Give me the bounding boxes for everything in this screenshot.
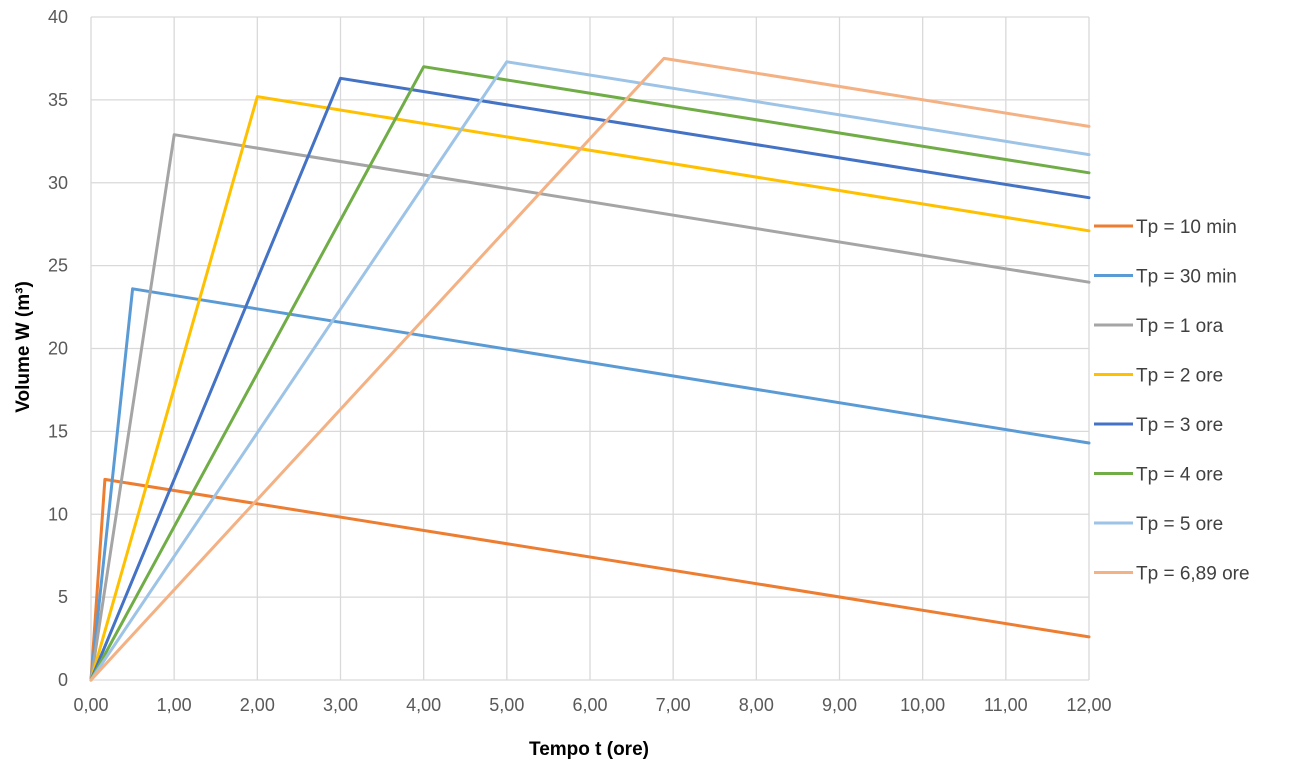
y-tick-label: 40 [48,7,68,27]
x-tick-label: 10,00 [900,695,945,715]
legend-item: Tp = 2 ore [1094,366,1223,387]
y-tick-label: 20 [48,339,68,359]
y-tick-label: 10 [48,504,68,524]
series-line [89,76,1091,682]
x-tick-label: 6,00 [572,695,607,715]
y-tick-label: 5 [58,587,68,607]
legend-item: Tp = 30 min [1094,267,1237,288]
series-line [89,287,1091,682]
legend-label: Tp = 1 ora [1136,316,1224,337]
x-tick-label: 7,00 [656,695,691,715]
x-tick-label: 2,00 [240,695,275,715]
y-axis-title: Volume W (m³) [13,281,34,413]
y-tick-label: 0 [58,670,68,690]
x-tick-label: 5,00 [489,695,524,715]
series-line [89,60,1091,682]
series-line [89,56,1091,682]
y-tick-labels: 0 5 10 15 20 25 30 35 40 [48,7,68,690]
series-line [89,65,1091,682]
legend-item: Tp = 6,89 ore [1094,564,1250,585]
x-tick-label: 1,00 [157,695,192,715]
legend-label: Tp = 3 ore [1136,415,1223,436]
legend-item: Tp = 10 min [1094,217,1237,238]
x-tick-label: 4,00 [406,695,441,715]
x-tick-label: 9,00 [822,695,857,715]
y-tick-label: 35 [48,90,68,110]
legend-item: Tp = 3 ore [1094,415,1223,436]
legend-label: Tp = 2 ore [1136,366,1223,387]
legend-label: Tp = 6,89 ore [1136,564,1250,585]
series-line [89,133,1091,682]
series-line [89,95,1091,682]
y-tick-label: 15 [48,421,68,441]
x-tick-label: 11,00 [984,695,1028,715]
legend-label: Tp = 10 min [1136,217,1237,238]
legend: Tp = 10 min Tp = 30 min Tp = 1 ora Tp = 2 o… [1094,217,1250,585]
y-tick-label: 25 [48,256,68,276]
x-tick-label: 3,00 [323,695,358,715]
x-tick-label: 12,00 [1066,695,1111,715]
x-tick-label: 8,00 [739,695,774,715]
x-axis-title: Tempo t (ore) [529,739,649,760]
x-tick-label: 0,00 [73,695,108,715]
legend-item: Tp = 1 ora [1094,316,1224,337]
legend-item: Tp = 4 ore [1094,465,1223,486]
y-tick-label: 30 [48,173,68,193]
gridlines [90,16,1090,681]
legend-label: Tp = 4 ore [1136,465,1223,486]
series-lines [89,56,1091,682]
legend-item: Tp = 5 ore [1094,514,1223,535]
x-tick-labels: 0,00 1,00 2,00 3,00 4,00 5,00 6,00 7,00 8,00 9,00… [73,695,1111,715]
series-line [89,477,1091,682]
legend-label: Tp = 30 min [1136,267,1237,288]
legend-label: Tp = 5 ore [1136,514,1223,535]
